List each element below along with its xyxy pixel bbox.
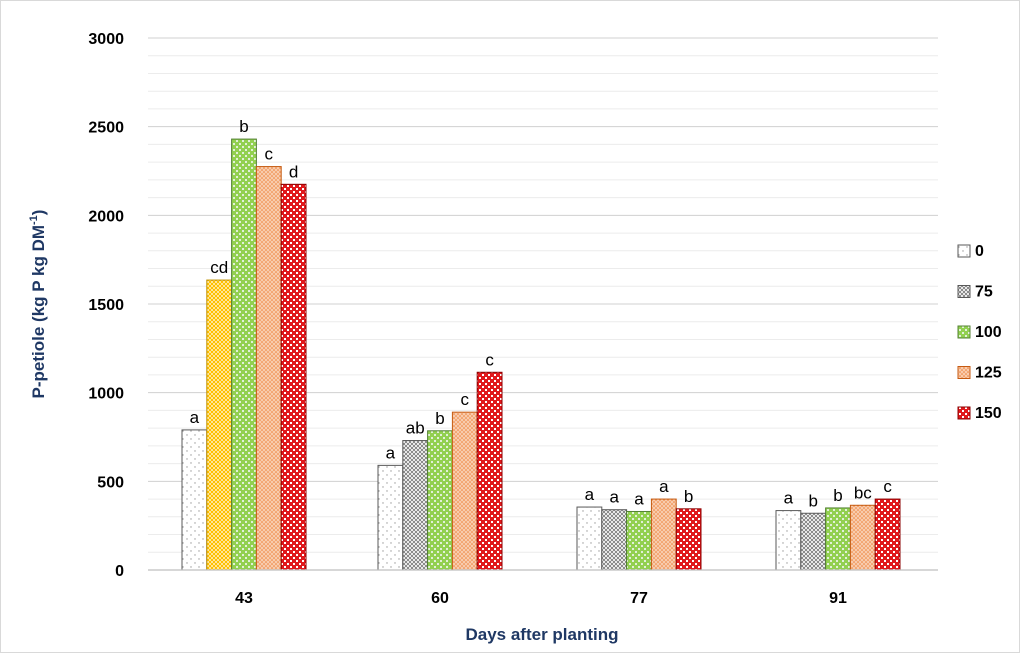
legend-swatch-100 xyxy=(957,325,971,339)
y-tick-label: 0 xyxy=(115,563,124,580)
y-axis-title-superscript: -1 xyxy=(28,215,40,225)
y-tick-label: 2500 xyxy=(88,120,124,137)
legend-label-0: 0 xyxy=(975,243,984,260)
legend-label-100: 100 xyxy=(975,324,1002,341)
bar-letter-label: b xyxy=(435,409,444,428)
legend-swatch-150 xyxy=(957,406,971,420)
legend-swatch-75 xyxy=(957,285,971,298)
bar-day77-rate150 xyxy=(675,508,702,571)
x-tick-label: 60 xyxy=(431,590,449,607)
y-tick-label: 3000 xyxy=(88,31,124,48)
x-tick-label: 91 xyxy=(829,590,847,607)
x-tick-label: 77 xyxy=(630,590,648,607)
x-axis: 43 60 77 91 xyxy=(148,569,938,607)
legend-label-125: 125 xyxy=(975,365,1002,382)
bar-letter-label: a xyxy=(585,485,595,504)
bar-letter-label: c xyxy=(265,145,274,164)
y-tick-label: 2000 xyxy=(88,208,124,225)
bars xyxy=(181,138,901,571)
legend-label-150: 150 xyxy=(975,405,1002,422)
x-axis-title: Days after planting xyxy=(465,625,618,644)
bar-day60-rate125 xyxy=(451,411,478,571)
bar-letter-label: b xyxy=(684,487,693,506)
bar-letter-label: b xyxy=(833,486,842,505)
bar-day77-rate75 xyxy=(601,509,628,571)
bar-day43-rate100 xyxy=(231,138,257,571)
bar-day60-rate100 xyxy=(427,430,453,571)
y-tick-label: 500 xyxy=(97,474,124,491)
y-axis-title-main: P-petiole (kg P kg DM xyxy=(29,225,48,399)
bar-letter-label: a xyxy=(634,489,644,508)
bar-day77-rate100 xyxy=(626,510,652,571)
bar-letter-label: cd xyxy=(210,258,228,277)
bar-letter-label: c xyxy=(883,477,892,496)
bar-day43-rate150 xyxy=(280,183,307,571)
legend-swatch-125 xyxy=(957,366,971,379)
bar-day43-rate0 xyxy=(181,429,208,571)
bar-day77-rate125 xyxy=(650,498,677,571)
bar-day91-rate150 xyxy=(874,498,901,571)
bar-letter-label: c xyxy=(461,390,470,409)
bar-day91-rate100 xyxy=(825,507,851,571)
y-axis-title-close: ) xyxy=(29,210,48,216)
bar-letter-label: c xyxy=(485,350,494,369)
bar-letter-label: bc xyxy=(854,483,872,502)
bar-day60-rate150 xyxy=(476,371,503,571)
bar-letter-label: b xyxy=(808,491,817,510)
bar-day91-rate0 xyxy=(775,510,802,571)
bar-letter-label: a xyxy=(659,477,669,496)
legend-label-75: 75 xyxy=(975,284,993,301)
y-tick-label: 1500 xyxy=(88,297,124,314)
bar-letter-label: b xyxy=(239,117,248,136)
bar-day43-rate75 xyxy=(206,279,233,571)
bar-letter-label: d xyxy=(289,162,298,181)
bar-day91-rate125 xyxy=(849,504,876,571)
bar-day91-rate75 xyxy=(800,512,827,571)
bar-letter-label: a xyxy=(784,489,794,508)
bar-day43-rate125 xyxy=(255,166,282,571)
y-tick-label: 1000 xyxy=(88,386,124,403)
bar-letter-label: ab xyxy=(406,419,425,438)
bar-day60-rate0 xyxy=(377,464,404,571)
bar-letter-label: a xyxy=(609,488,619,507)
bar-letter-label: a xyxy=(386,443,396,462)
bar-day77-rate0 xyxy=(576,506,603,571)
legend: 0 75 100 125 150 xyxy=(957,243,1002,422)
bar-day60-rate75 xyxy=(402,440,429,571)
y-axis: 0 500 1000 1500 2000 2500 3000 xyxy=(88,31,124,580)
y-axis-title: P-petiole (kg P kg DM-1) xyxy=(28,210,48,399)
x-tick-label: 43 xyxy=(235,590,253,607)
bar-letter-label: a xyxy=(190,408,200,427)
legend-swatch-0 xyxy=(957,244,971,258)
